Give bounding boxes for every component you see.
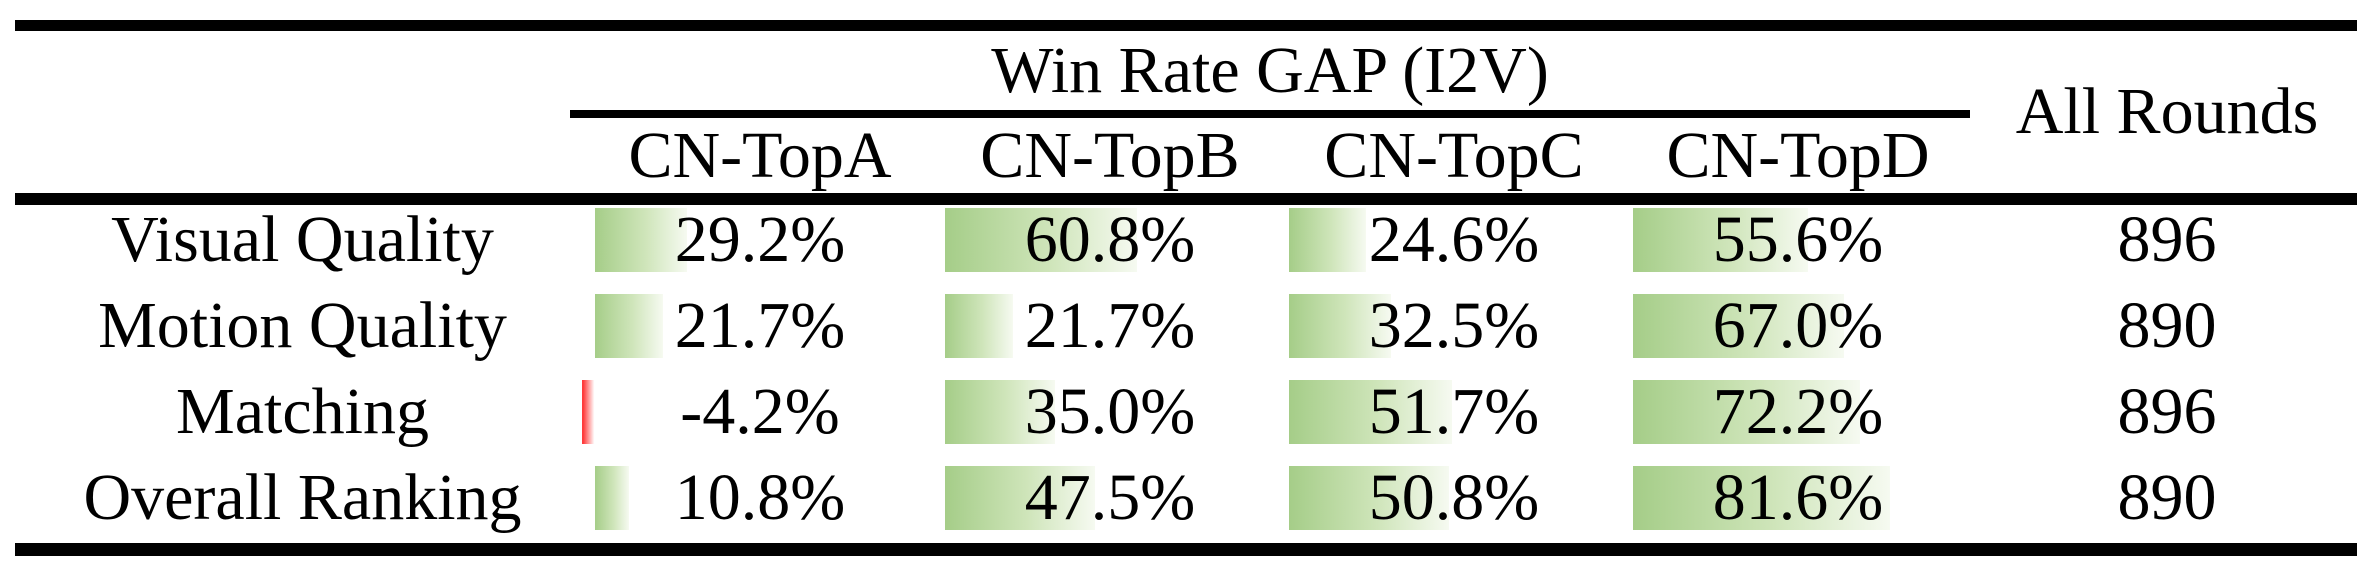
win-rate-cell: 81.6% (1633, 455, 1963, 541)
all-rounds-value: 896 (2117, 375, 2217, 448)
all-rounds-value: 890 (2117, 289, 2217, 362)
win-rate-bar (945, 294, 1013, 358)
win-rate-value: 67.0% (1712, 289, 1884, 362)
win-rate-value: 72.2% (1712, 375, 1884, 448)
win-rate-cell: 32.5% (1289, 283, 1619, 369)
win-rate-bar (1633, 294, 1844, 358)
win-rate-cell: 50.8% (1289, 455, 1619, 541)
group-column-title: Win Rate GAP (I2V) (991, 33, 1549, 107)
win-rate-bar (595, 466, 629, 530)
win-rate-bar (1633, 380, 1860, 444)
win-rate-value: 55.6% (1712, 203, 1884, 276)
column-header-cn-topa: CN-TopA (628, 118, 892, 192)
column-header-cn-topc: CN-TopC (1324, 118, 1584, 192)
win-rate-bar (595, 208, 687, 272)
column-header-cn-topd: CN-TopD (1666, 118, 1930, 192)
win-rate-cell: 47.5% (945, 455, 1275, 541)
win-rate-value: 50.8% (1368, 461, 1540, 534)
win-rate-value: 51.7% (1368, 375, 1540, 448)
win-rate-value: 10.8% (674, 461, 846, 534)
header-body-rule (15, 193, 2357, 205)
win-rate-cell: 67.0% (1633, 283, 1963, 369)
column-header-cn-topb: CN-TopB (980, 118, 1240, 192)
row-label: Visual Quality (111, 203, 494, 276)
all-rounds-value: 896 (2117, 203, 2217, 276)
win-rate-value: -4.2% (680, 375, 840, 448)
win-rate-bar (1289, 380, 1452, 444)
table-bottom-rule (15, 543, 2357, 556)
row-label: Motion Quality (98, 289, 507, 362)
win-rate-cell: 51.7% (1289, 369, 1619, 455)
win-rate-cell: 60.8% (945, 197, 1275, 283)
win-rate-cell: -4.2% (595, 369, 925, 455)
win-rate-value: 60.8% (1024, 203, 1196, 276)
win-rate-cell: 21.7% (945, 283, 1275, 369)
table-top-rule (15, 20, 2357, 31)
win-rate-bar (945, 380, 1055, 444)
win-rate-bar (945, 466, 1095, 530)
win-rate-cell: 55.6% (1633, 197, 1963, 283)
win-rate-value: 81.6% (1712, 461, 1884, 534)
win-rate-value: 47.5% (1024, 461, 1196, 534)
win-rate-cell: 24.6% (1289, 197, 1619, 283)
win-rate-value: 32.5% (1368, 289, 1540, 362)
win-rate-bar (1633, 208, 1808, 272)
row-label: Matching (176, 375, 429, 448)
win-rate-value: 24.6% (1368, 203, 1540, 276)
all-rounds-column-header: All Rounds (2015, 75, 2319, 148)
row-label: Overall Ranking (83, 461, 522, 534)
win-rate-cell: 35.0% (945, 369, 1275, 455)
win-rate-cell: 72.2% (1633, 369, 1963, 455)
win-rate-bar (945, 208, 1137, 272)
win-rate-value: 35.0% (1024, 375, 1196, 448)
win-rate-bar (1289, 466, 1449, 530)
negative-win-rate-bar (582, 380, 595, 444)
win-rate-bar (1633, 466, 1890, 530)
win-rate-cell: 10.8% (595, 455, 925, 541)
win-rate-cell: 21.7% (595, 283, 925, 369)
win-rate-bar (595, 294, 663, 358)
win-rate-value: 29.2% (674, 203, 846, 276)
win-rate-bar (1289, 208, 1366, 272)
all-rounds-value: 890 (2117, 461, 2217, 534)
win-rate-bar (1289, 294, 1391, 358)
group-header-rule (570, 110, 1970, 118)
win-rate-cell: 29.2% (595, 197, 925, 283)
win-rate-value: 21.7% (1024, 289, 1196, 362)
win-rate-value: 21.7% (674, 289, 846, 362)
